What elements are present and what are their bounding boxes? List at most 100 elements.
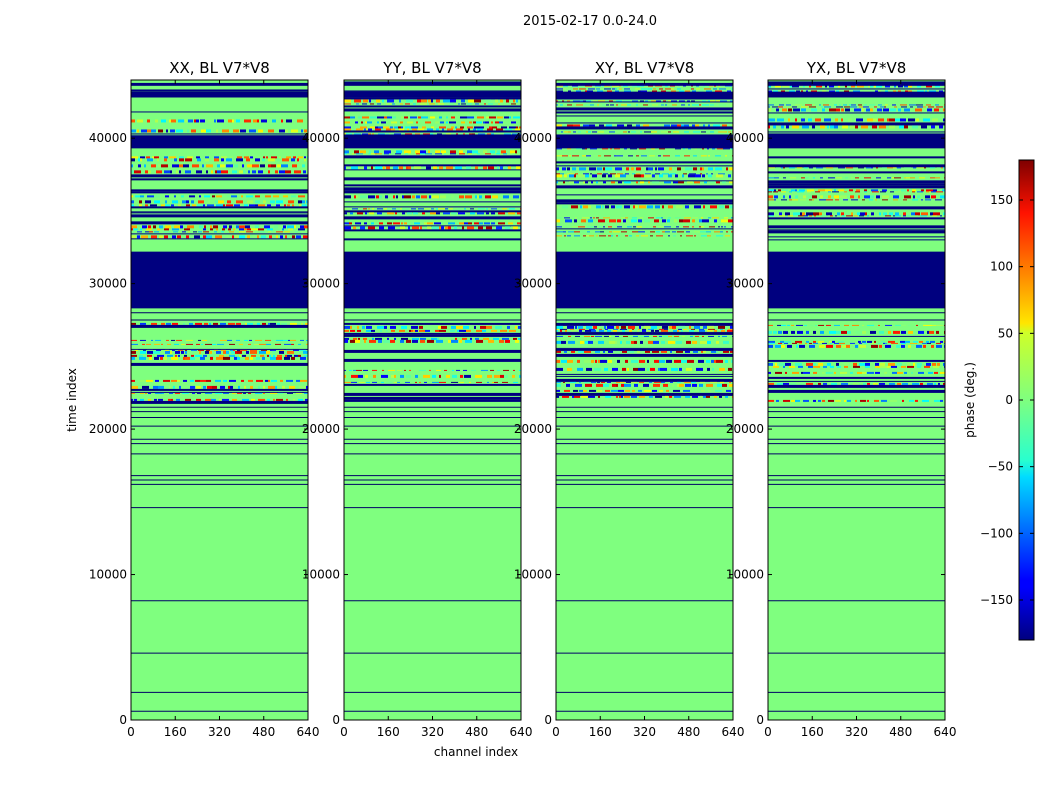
noise-cell (897, 382, 901, 385)
noise-cell (785, 371, 787, 374)
noise-cell (795, 189, 797, 192)
noise-cell (583, 100, 586, 102)
noise-cell (596, 88, 600, 90)
noise-cell (832, 191, 839, 193)
noise-cell (867, 399, 869, 402)
flagged-band (131, 91, 308, 98)
noise-cell (813, 84, 816, 88)
noise-cell (146, 228, 152, 231)
noise-cell (707, 148, 709, 150)
noise-cell (922, 399, 929, 402)
noise-cell (580, 340, 584, 344)
noise-cell (302, 164, 305, 168)
noise-cell (809, 344, 815, 348)
noise-cell (444, 369, 447, 371)
noise-cell (429, 103, 435, 105)
noise-cell (673, 181, 678, 184)
flagged-row (131, 362, 308, 366)
noise-cell (579, 88, 586, 90)
noise-cell (676, 131, 679, 133)
noise-cell (731, 226, 733, 228)
noise-cell (805, 177, 809, 179)
noise-cell (651, 148, 655, 150)
noise-cell (940, 399, 943, 402)
noise-cell (851, 212, 853, 216)
noise-cell (364, 339, 366, 343)
noise-cell (867, 382, 870, 385)
noise-cell (560, 173, 564, 175)
noise-cell (356, 195, 358, 199)
noise-cell (393, 195, 395, 199)
noise-cell (694, 205, 701, 209)
noise-cell (443, 99, 450, 103)
noise-cell (268, 129, 274, 133)
noise-cell (684, 124, 689, 127)
noise-cell (801, 118, 805, 122)
noise-cell (789, 167, 795, 169)
noise-cell (855, 399, 857, 402)
noise-cell (472, 133, 475, 135)
noise-cell (593, 217, 595, 219)
noise-cell (425, 153, 432, 155)
noise-cell (609, 231, 612, 233)
noise-cell (146, 379, 153, 382)
noise-cell (248, 392, 251, 394)
noise-cell (583, 181, 585, 184)
noise-cell (459, 329, 466, 332)
colorbar-tick-label: 50 (998, 326, 1013, 340)
noise-cell (595, 350, 600, 353)
noise-cell (672, 325, 676, 329)
noise-cell (223, 350, 226, 354)
noise-cell (917, 195, 920, 199)
noise-cell (936, 106, 943, 108)
noise-cell (641, 88, 648, 90)
noise-cell (871, 189, 878, 192)
noise-cell (912, 191, 915, 193)
noise-cell (674, 335, 679, 337)
noise-cell (234, 204, 240, 207)
noise-cell (413, 212, 418, 215)
noise-cell (490, 150, 495, 154)
noise-cell (854, 215, 858, 217)
noise-cell (632, 100, 638, 102)
noise-cell (662, 325, 668, 329)
noise-cell (943, 167, 945, 169)
noise-cell (668, 340, 675, 344)
noise-cell (813, 212, 819, 216)
noise-cell (912, 199, 918, 201)
flagged-band (344, 82, 521, 86)
noise-cell (628, 131, 630, 133)
noise-cell (620, 340, 622, 344)
noise-cell (187, 129, 189, 133)
noise-cell (773, 330, 777, 334)
noise-cell (622, 367, 626, 371)
noise-cell (893, 167, 896, 169)
noise-cell (636, 173, 640, 175)
noise-cell (943, 362, 945, 366)
noise-cell (841, 212, 844, 216)
noise-cell (925, 199, 931, 201)
noise-cell (876, 177, 881, 179)
x-tick-label: 480 (465, 725, 488, 739)
noise-cell (298, 228, 305, 231)
noise-cell (937, 167, 940, 169)
noise-cell (853, 382, 859, 385)
noise-cell (700, 340, 707, 344)
noise-cell (651, 131, 657, 133)
noise-cell (727, 329, 733, 332)
noise-cell (608, 226, 612, 228)
noise-cell (439, 381, 446, 383)
x-tick-label: 320 (633, 725, 656, 739)
noise-cell (513, 226, 518, 230)
noise-cell (421, 121, 423, 124)
noise-cell (131, 195, 133, 198)
colorbar-tick-label: −100 (980, 526, 1013, 540)
noise-cell (276, 231, 283, 233)
flagged-row (131, 206, 308, 209)
noise-cell (262, 356, 265, 360)
noise-cell (660, 367, 667, 371)
noise-cell (495, 121, 499, 124)
noise-cell (834, 189, 836, 192)
noise-cell (287, 350, 294, 354)
noise-cell (575, 383, 582, 387)
